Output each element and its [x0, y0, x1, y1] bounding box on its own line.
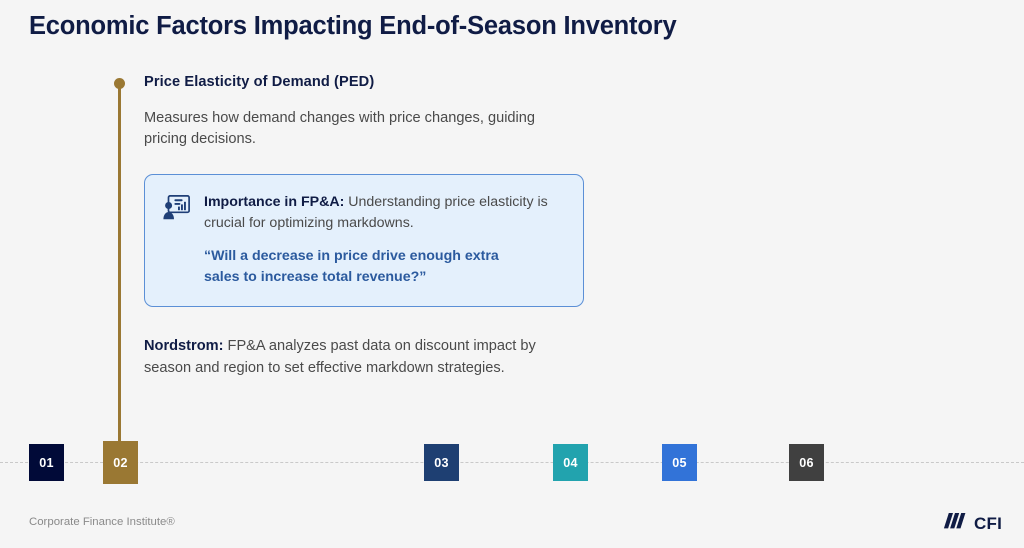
timeline-axis: [0, 462, 1024, 463]
timeline-marker-01[interactable]: 01: [29, 444, 64, 481]
timeline-marker-03[interactable]: 03: [424, 444, 459, 481]
step-heading: Price Elasticity of Demand (PED): [144, 74, 375, 90]
timeline-marker-label: 03: [434, 455, 449, 470]
step-description: Measures how demand changes with price c…: [144, 110, 536, 147]
timeline-marker-02[interactable]: 02: [103, 441, 138, 484]
presentation-chart-person-icon: [163, 195, 190, 225]
cfi-bars-logo-mark: [943, 513, 969, 534]
example-text: Nordstrom: FP&A analyzes past data on di…: [144, 336, 584, 379]
cfi-logo: CFI: [943, 513, 1002, 534]
timeline-marker-05[interactable]: 05: [662, 444, 697, 481]
timeline-marker-label: 05: [672, 455, 687, 470]
callout-quote: “Will a decrease in price drive enough e…: [204, 248, 499, 285]
importance-callout: Importance in FP&A: Understanding price …: [144, 174, 584, 307]
timeline-marker-label: 02: [113, 455, 128, 470]
timeline-marker-06[interactable]: 06: [789, 444, 824, 481]
callout-body: Importance in FP&A: Understanding price …: [204, 192, 565, 287]
page-title: Economic Factors Impacting End-of-Season…: [29, 12, 677, 40]
step-content: Price Elasticity of Demand (PED) Measure…: [144, 74, 614, 379]
timeline-marker-label: 01: [39, 455, 54, 470]
footer-brand-text: Corporate Finance Institute®: [29, 516, 175, 528]
timeline-connector-dot: [114, 78, 125, 89]
timeline-connector-line: [118, 86, 121, 448]
example-body-text: FP&A analyzes past data on discount impa…: [144, 338, 536, 376]
timeline-marker-label: 06: [799, 455, 814, 470]
callout-body-text: Understanding price elasticity is crucia…: [204, 194, 548, 231]
timeline-marker-04[interactable]: 04: [553, 444, 588, 481]
cfi-logo-text: CFI: [974, 513, 1002, 533]
example-lead-label: Nordstrom:: [144, 338, 224, 354]
callout-lead-label: Importance in FP&A:: [204, 194, 345, 210]
timeline-marker-label: 04: [563, 455, 578, 470]
callout-text: Importance in FP&A: Understanding price …: [204, 192, 565, 233]
